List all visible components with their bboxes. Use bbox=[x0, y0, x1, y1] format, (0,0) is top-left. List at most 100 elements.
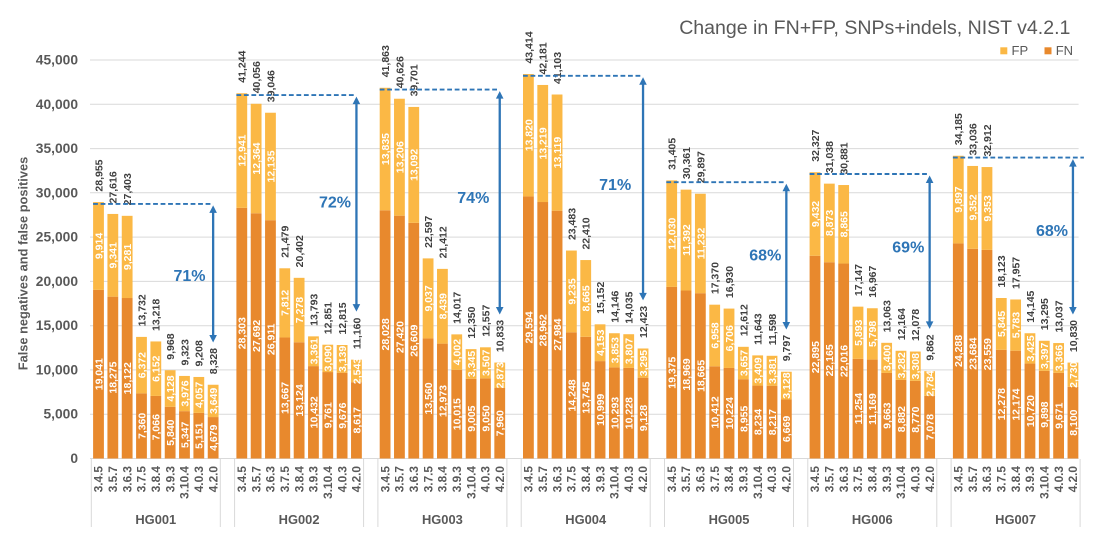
svg-text:9,005: 9,005 bbox=[466, 405, 478, 431]
svg-text:5,783: 5,783 bbox=[1011, 312, 1023, 338]
svg-text:14,248: 14,248 bbox=[566, 379, 578, 411]
svg-text:3,507: 3,507 bbox=[480, 350, 492, 376]
svg-text:9,341: 9,341 bbox=[108, 242, 120, 268]
svg-text:HG006: HG006 bbox=[852, 512, 893, 527]
svg-text:3.7.5: 3.7.5 bbox=[994, 466, 1008, 493]
svg-text:13,667: 13,667 bbox=[280, 382, 292, 414]
svg-text:23,483: 23,483 bbox=[566, 208, 578, 240]
svg-text:6,958: 6,958 bbox=[710, 322, 722, 348]
svg-text:5,151: 5,151 bbox=[194, 422, 206, 448]
svg-text:4,057: 4,057 bbox=[194, 382, 206, 408]
svg-text:13,745: 13,745 bbox=[581, 381, 593, 413]
svg-text:30,361: 30,361 bbox=[681, 147, 693, 179]
svg-text:9,353: 9,353 bbox=[982, 195, 994, 221]
svg-text:3.7.5: 3.7.5 bbox=[421, 466, 435, 493]
svg-text:3,425: 3,425 bbox=[1025, 335, 1037, 361]
svg-text:4.2.0: 4.2.0 bbox=[1066, 466, 1080, 493]
svg-text:3.5.7: 3.5.7 bbox=[249, 466, 263, 493]
svg-text:10,720: 10,720 bbox=[1025, 395, 1037, 427]
svg-text:7,278: 7,278 bbox=[294, 297, 306, 323]
svg-text:3.9.3: 3.9.3 bbox=[1023, 466, 1037, 493]
svg-text:9,676: 9,676 bbox=[337, 402, 349, 428]
svg-text:3.5.7: 3.5.7 bbox=[966, 466, 980, 493]
svg-text:3,657: 3,657 bbox=[738, 350, 750, 376]
svg-text:2,784: 2,784 bbox=[925, 370, 937, 396]
svg-text:3,853: 3,853 bbox=[609, 337, 621, 363]
svg-text:6,152: 6,152 bbox=[151, 355, 163, 381]
svg-text:71%: 71% bbox=[173, 268, 205, 285]
svg-text:43,414: 43,414 bbox=[523, 31, 535, 63]
svg-text:3.9.3: 3.9.3 bbox=[737, 466, 751, 493]
svg-text:3.10.4: 3.10.4 bbox=[464, 466, 478, 499]
svg-text:FN: FN bbox=[1056, 43, 1073, 58]
svg-text:3.7.5: 3.7.5 bbox=[708, 466, 722, 493]
svg-text:22,895: 22,895 bbox=[810, 341, 822, 373]
svg-text:9,352: 9,352 bbox=[968, 194, 980, 220]
svg-text:32,912: 32,912 bbox=[982, 124, 994, 156]
svg-text:5,347: 5,347 bbox=[179, 422, 191, 448]
svg-text:13,119: 13,119 bbox=[552, 137, 564, 169]
svg-text:27,692: 27,692 bbox=[251, 320, 263, 352]
svg-text:8,617: 8,617 bbox=[351, 407, 363, 433]
svg-text:13,218: 13,218 bbox=[151, 299, 163, 331]
svg-text:15,152: 15,152 bbox=[595, 282, 607, 314]
svg-text:3,361: 3,361 bbox=[308, 338, 320, 364]
svg-text:3.4.5: 3.4.5 bbox=[235, 466, 249, 493]
svg-text:3.7.5: 3.7.5 bbox=[851, 466, 865, 493]
svg-text:40,000: 40,000 bbox=[36, 97, 79, 112]
svg-text:5,840: 5,840 bbox=[165, 419, 177, 445]
svg-text:16,930: 16,930 bbox=[724, 266, 736, 298]
svg-text:9,862: 9,862 bbox=[925, 334, 937, 360]
svg-text:3.9.3: 3.9.3 bbox=[163, 466, 177, 493]
svg-text:12,030: 12,030 bbox=[667, 217, 679, 249]
svg-text:18,969: 18,969 bbox=[681, 358, 693, 390]
svg-text:39,046: 39,046 bbox=[265, 70, 277, 102]
svg-text:4.2.0: 4.2.0 bbox=[923, 466, 937, 493]
svg-text:18,275: 18,275 bbox=[108, 361, 120, 393]
svg-text:3.7.5: 3.7.5 bbox=[565, 466, 579, 493]
svg-text:15,000: 15,000 bbox=[36, 318, 79, 333]
svg-text:22,410: 22,410 bbox=[581, 217, 593, 249]
svg-text:4,153: 4,153 bbox=[595, 329, 607, 355]
svg-text:30,881: 30,881 bbox=[839, 142, 851, 174]
svg-text:10,999: 10,999 bbox=[595, 394, 607, 426]
svg-text:27,616: 27,616 bbox=[108, 171, 120, 203]
svg-text:12,423: 12,423 bbox=[638, 306, 650, 338]
svg-text:35,000: 35,000 bbox=[36, 141, 79, 156]
svg-text:8,439: 8,439 bbox=[437, 293, 449, 319]
svg-text:13,063: 13,063 bbox=[882, 300, 894, 332]
svg-text:12,851: 12,851 bbox=[323, 302, 335, 334]
svg-text:3.8.4: 3.8.4 bbox=[436, 466, 450, 493]
svg-text:9,037: 9,037 bbox=[423, 285, 435, 311]
svg-text:7,078: 7,078 bbox=[925, 414, 937, 440]
svg-text:3.6.3: 3.6.3 bbox=[264, 466, 278, 493]
svg-text:8,865: 8,865 bbox=[839, 211, 851, 237]
svg-text:9,432: 9,432 bbox=[810, 201, 822, 227]
svg-text:9,128: 9,128 bbox=[638, 405, 650, 431]
svg-text:12,278: 12,278 bbox=[996, 388, 1008, 420]
svg-text:12,364: 12,364 bbox=[251, 142, 263, 174]
svg-text:24,288: 24,288 bbox=[953, 335, 965, 367]
svg-text:3.4.5: 3.4.5 bbox=[92, 466, 106, 493]
svg-text:72%: 72% bbox=[319, 195, 351, 212]
svg-text:12,612: 12,612 bbox=[738, 304, 750, 336]
svg-text:12,557: 12,557 bbox=[480, 305, 492, 337]
svg-text:8,217: 8,217 bbox=[767, 409, 779, 435]
svg-text:8,770: 8,770 bbox=[910, 406, 922, 432]
svg-text:8,100: 8,100 bbox=[1068, 409, 1080, 435]
svg-text:10,412: 10,412 bbox=[710, 396, 722, 428]
svg-text:HG007: HG007 bbox=[995, 512, 1036, 527]
svg-text:3.5.7: 3.5.7 bbox=[536, 466, 550, 493]
svg-text:10,830: 10,830 bbox=[1068, 320, 1080, 352]
svg-text:17,370: 17,370 bbox=[710, 262, 722, 294]
svg-text:3.6.3: 3.6.3 bbox=[694, 466, 708, 493]
svg-text:13,835: 13,835 bbox=[380, 133, 392, 165]
svg-text:9,208: 9,208 bbox=[194, 340, 206, 366]
svg-text:HG005: HG005 bbox=[709, 512, 750, 527]
svg-text:13,793: 13,793 bbox=[308, 294, 320, 326]
svg-text:HG002: HG002 bbox=[279, 512, 320, 527]
svg-text:13,037: 13,037 bbox=[1054, 300, 1066, 332]
svg-text:14,035: 14,035 bbox=[624, 291, 636, 323]
svg-text:40,056: 40,056 bbox=[251, 61, 263, 93]
svg-text:14,146: 14,146 bbox=[609, 290, 621, 322]
